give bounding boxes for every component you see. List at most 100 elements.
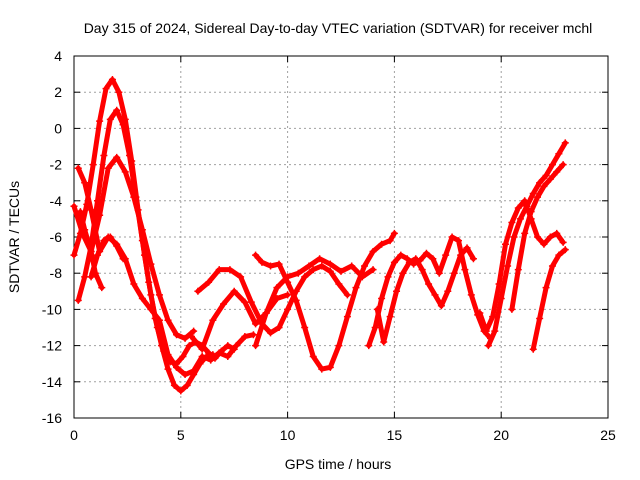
- data-point: [205, 278, 213, 286]
- y-tick-label: 2: [54, 84, 62, 100]
- data-point: [369, 247, 377, 255]
- data-point: [542, 171, 550, 179]
- data-point: [467, 291, 475, 299]
- tick-layer: 0 5 10 15 20 25 -16 -14 -12 -10 -8 -6 -4 -2 0 2 4: [42, 48, 616, 443]
- data-point: [262, 309, 270, 317]
- data-point: [106, 115, 114, 123]
- data-point: [393, 287, 401, 295]
- data-point: [326, 363, 334, 371]
- series-line: [530, 247, 568, 352]
- data-point: [553, 168, 561, 176]
- data-point: [442, 251, 450, 259]
- data-point: [194, 287, 202, 295]
- data-point: [247, 298, 255, 306]
- data-point: [209, 316, 217, 324]
- data-point: [457, 251, 465, 259]
- data-point: [508, 305, 516, 313]
- data-point: [126, 152, 134, 160]
- data-point: [514, 204, 522, 212]
- data-point: [425, 280, 433, 288]
- data-point: [397, 251, 405, 259]
- data-point: [318, 365, 326, 373]
- data-point: [561, 246, 569, 254]
- data-point: [164, 316, 172, 324]
- data-point: [87, 206, 95, 214]
- data-point: [87, 273, 95, 281]
- data-point: [316, 255, 324, 263]
- data-point: [523, 202, 531, 210]
- y-tick-label: -2: [50, 157, 63, 173]
- data-point: [352, 284, 360, 292]
- data-point: [559, 238, 567, 246]
- data-point: [326, 267, 334, 275]
- data-point: [138, 226, 146, 234]
- x-tick-label: 20: [493, 427, 509, 443]
- data-point: [96, 117, 104, 125]
- data-point: [390, 229, 398, 237]
- data-point: [365, 342, 373, 350]
- series-sat-m: [508, 161, 567, 313]
- data-point: [224, 342, 232, 350]
- data-point: [70, 202, 78, 210]
- series-line: [75, 107, 216, 394]
- series-sat-n: [529, 246, 569, 353]
- data-point: [516, 215, 524, 223]
- data-point: [390, 258, 398, 266]
- data-point: [358, 273, 366, 281]
- data-point: [444, 287, 452, 295]
- series-sat-j: [373, 244, 477, 346]
- data-point: [510, 233, 518, 241]
- data-point: [275, 324, 283, 331]
- chart-title: Day 315 of 2024, Sidereal Day-to-day VTE…: [84, 20, 593, 36]
- data-point: [403, 255, 411, 263]
- data-point: [164, 365, 172, 373]
- data-point: [215, 266, 223, 274]
- data-point: [380, 338, 388, 346]
- data-point: [337, 267, 345, 275]
- data-point: [273, 284, 281, 292]
- data-point: [267, 262, 275, 270]
- data-point: [130, 193, 138, 201]
- data-point: [292, 296, 300, 304]
- data-point: [155, 316, 163, 324]
- data-point: [230, 287, 238, 295]
- data-point: [548, 262, 556, 270]
- data-point: [294, 269, 302, 277]
- data-point: [113, 153, 121, 161]
- data-point: [121, 168, 129, 176]
- data-point: [177, 387, 185, 395]
- data-point: [187, 333, 195, 341]
- data-point: [534, 233, 542, 241]
- data-point: [386, 237, 394, 245]
- data-point: [100, 237, 108, 245]
- x-tick-label: 15: [387, 427, 403, 443]
- data-point: [534, 193, 542, 201]
- data-point: [181, 334, 189, 342]
- data-point: [555, 150, 563, 158]
- data-point: [540, 182, 548, 190]
- data-point: [145, 278, 153, 286]
- data-point: [495, 280, 503, 288]
- grid-layer: [74, 56, 608, 418]
- data-point: [147, 260, 155, 268]
- data-point: [190, 367, 198, 375]
- data-point: [198, 352, 206, 360]
- data-point: [275, 260, 283, 268]
- data-point: [326, 260, 334, 268]
- data-point: [384, 273, 392, 281]
- data-point: [106, 233, 114, 241]
- data-point: [284, 273, 292, 281]
- data-point: [284, 305, 292, 313]
- data-point: [542, 284, 550, 292]
- data-point: [241, 298, 249, 306]
- series-sat-i: [365, 233, 495, 350]
- data-point: [181, 371, 189, 379]
- data-point: [130, 280, 138, 288]
- data-point: [113, 242, 121, 250]
- data-point: [115, 88, 123, 96]
- data-point: [164, 351, 172, 359]
- data-point: [190, 327, 198, 335]
- data-point: [335, 280, 343, 288]
- data-point: [335, 342, 343, 350]
